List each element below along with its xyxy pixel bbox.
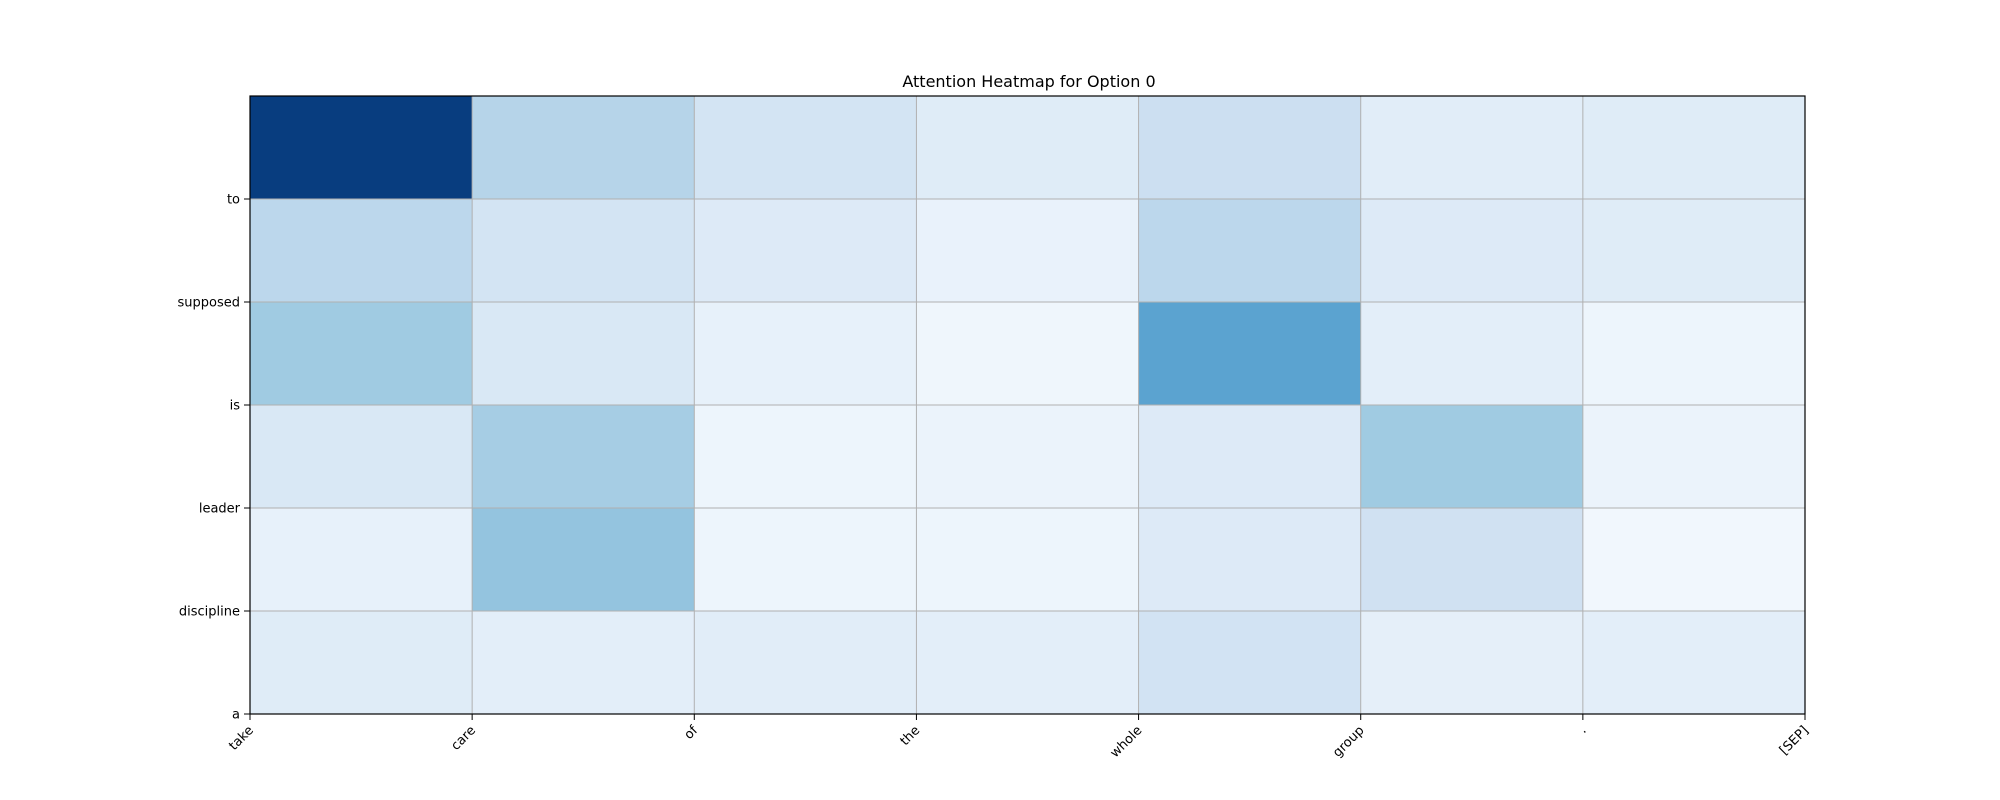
heatmap-cell-r2-c4 bbox=[1138, 302, 1362, 406]
heatmap-cell-r2-c3 bbox=[916, 302, 1140, 406]
chart-title: Attention Heatmap for Option 0 bbox=[902, 72, 1156, 91]
x-tick-label: of bbox=[682, 723, 702, 743]
x-tick-label: the bbox=[898, 723, 924, 749]
x-axis: take care of the whole group. [SEP] bbox=[226, 714, 1812, 761]
heatmap-cells bbox=[250, 96, 1806, 715]
heatmap-cell-r0-c4 bbox=[1138, 96, 1362, 200]
heatmap-cell-r2-c6 bbox=[1582, 302, 1806, 406]
heatmap-cell-r3-c4 bbox=[1138, 405, 1362, 509]
y-tick-label: to bbox=[227, 193, 240, 208]
heatmap-cell-r1-c1 bbox=[472, 199, 695, 303]
x-tick-label: . bbox=[1576, 723, 1590, 737]
heatmap-cell-r4-c2 bbox=[694, 508, 917, 612]
x-tick-label: [SEP] bbox=[1777, 723, 1812, 758]
heatmap-cell-r4-c1 bbox=[472, 508, 695, 612]
heatmap-cell-r4-c0 bbox=[250, 508, 473, 612]
heatmap-cell-r0-c0 bbox=[250, 96, 473, 200]
heatmap-cell-r2-c0 bbox=[250, 302, 473, 406]
heatmap-cell-r1-c4 bbox=[1138, 199, 1362, 303]
heatmap-cell-r3-c1 bbox=[472, 405, 695, 509]
x-tick-label: group bbox=[1330, 723, 1367, 760]
y-axis: to supposed is leader discipline a bbox=[178, 193, 250, 723]
heatmap-cell-r4-c4 bbox=[1138, 508, 1362, 612]
heatmap-cell-r4-c3 bbox=[916, 508, 1140, 612]
heatmap-grid bbox=[250, 96, 1805, 714]
x-tick-label: care bbox=[448, 723, 479, 754]
heatmap-cell-r5-c1 bbox=[472, 611, 695, 715]
heatmap-cell-r1-c2 bbox=[694, 199, 917, 303]
y-tick-label: leader bbox=[199, 502, 241, 517]
heatmap-cell-r1-c6 bbox=[1582, 199, 1806, 303]
heatmap-cell-r3-c2 bbox=[694, 405, 917, 509]
y-tick-label: is bbox=[230, 399, 241, 414]
heatmap-cell-r1-c3 bbox=[916, 199, 1140, 303]
heatmap-cell-r0-c2 bbox=[694, 96, 917, 200]
heatmap-cell-r4-c6 bbox=[1582, 508, 1806, 612]
heatmap-cell-r5-c6 bbox=[1582, 611, 1806, 715]
x-tick-label: take bbox=[226, 723, 257, 754]
heatmap-cell-r2-c1 bbox=[472, 302, 695, 406]
y-tick-label: supposed bbox=[178, 296, 241, 311]
heatmap-cell-r5-c3 bbox=[916, 611, 1140, 715]
y-tick-label: discipline bbox=[179, 605, 240, 620]
heatmap-cell-r3-c0 bbox=[250, 405, 473, 509]
heatmap-cell-r5-c0 bbox=[250, 611, 473, 715]
heatmap-cell-r3-c3 bbox=[916, 405, 1140, 509]
heatmap-cell-r3-c5 bbox=[1360, 405, 1584, 509]
heatmap-cell-r0-c6 bbox=[1582, 96, 1806, 200]
heatmap-cell-r0-c1 bbox=[472, 96, 695, 200]
heatmap-cell-r1-c0 bbox=[250, 199, 473, 303]
heatmap-cell-r2-c2 bbox=[694, 302, 917, 406]
heatmap-cell-r4-c5 bbox=[1360, 508, 1584, 612]
heatmap-cell-r5-c5 bbox=[1360, 611, 1584, 715]
heatmap-cell-r5-c4 bbox=[1138, 611, 1362, 715]
x-tick-label: whole bbox=[1108, 723, 1146, 761]
heatmap-cell-r3-c6 bbox=[1582, 405, 1806, 509]
heatmap-cell-r1-c5 bbox=[1360, 199, 1584, 303]
heatmap-cell-r0-c3 bbox=[916, 96, 1140, 200]
heatmap-cell-r2-c5 bbox=[1360, 302, 1584, 406]
heatmap-cell-r0-c5 bbox=[1360, 96, 1584, 200]
heatmap-cell-r5-c2 bbox=[694, 611, 917, 715]
y-tick-label: a bbox=[232, 708, 240, 723]
